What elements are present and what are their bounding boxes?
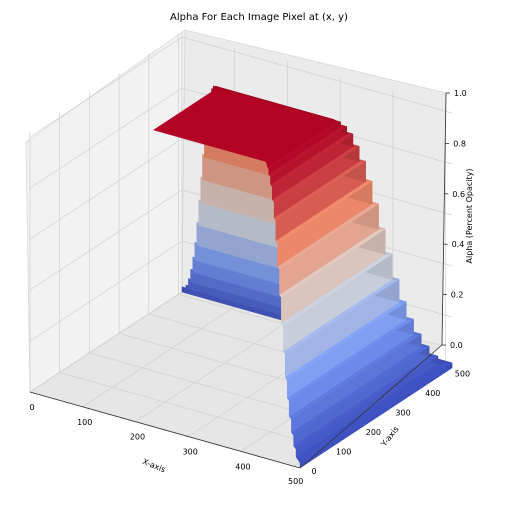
z-grid-line: [29, 240, 183, 342]
surface-top-plateau: [153, 88, 329, 162]
x-tick-label: 200: [130, 433, 145, 442]
y-tick-label: 500: [455, 369, 470, 378]
z-axis-line: [441, 92, 447, 346]
x-tick-label: 100: [77, 418, 92, 427]
z-grid-line: [29, 36, 183, 138]
x-axis-label: X-axis: [141, 457, 167, 474]
z-tick-label: 0.4: [452, 240, 465, 249]
z-tick-label: 0.6: [452, 190, 465, 199]
z-tick-label: 0.2: [451, 291, 464, 300]
y-axis-line: [299, 344, 443, 469]
z-axis-label: Alpha (Percent Opacity): [465, 169, 474, 264]
x-tick-label: 0: [29, 403, 34, 412]
z-tick-label: 1.0: [454, 89, 467, 98]
axes: 0 100 200 300 400 500 0 100 200 300 400 500 0.0 0.2 0.…: [29, 89, 470, 486]
y-tick-label: 100: [336, 447, 351, 456]
y-tick-label: 200: [366, 428, 381, 437]
y-floor-grid-line: [135, 321, 288, 422]
z-grid-line: [29, 87, 183, 189]
y-floor-grid-line: [29, 291, 183, 393]
alpha-surface: [153, 85, 453, 469]
x-tick-label: 400: [235, 462, 250, 471]
z-grid-line: [29, 189, 183, 291]
x-axis-line: [29, 391, 301, 469]
x-floor-grid-line: [59, 372, 330, 449]
y-tick-label: 0: [311, 467, 316, 476]
y-floor-grid-line: [82, 306, 235, 408]
chart-title: Alpha For Each Image Pixel at (x, y): [170, 12, 348, 23]
y-axis-label: Y-axis: [379, 425, 401, 449]
z-tick-label: 0.0: [450, 341, 463, 350]
z-tick-label: 0.8: [453, 139, 466, 148]
z-grid-line: [181, 36, 453, 114]
y-tick-label: 300: [395, 408, 410, 417]
z-grid-line: [29, 138, 183, 240]
x-tick-label: 500: [288, 477, 303, 486]
y-tick-label: 400: [425, 389, 440, 398]
x-tick-label: 300: [183, 448, 198, 457]
